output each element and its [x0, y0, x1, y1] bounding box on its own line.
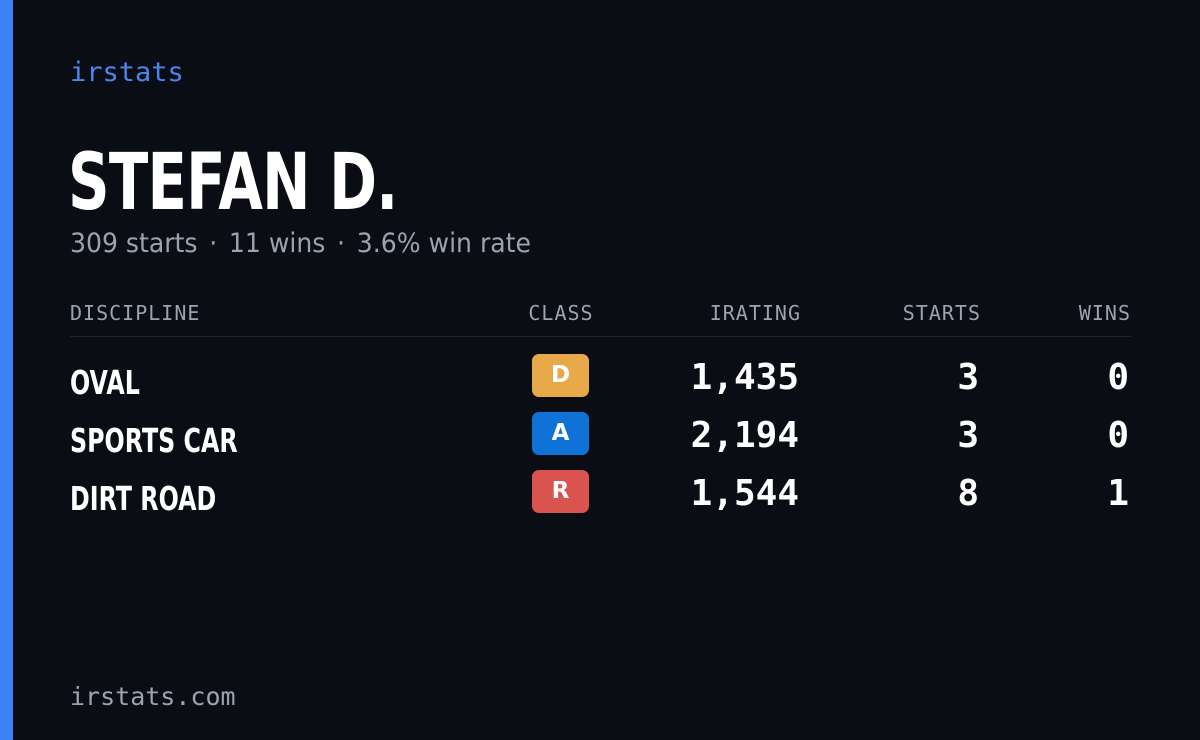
starts-summary: 309 starts [70, 228, 198, 259]
wins-value: 0 [1107, 415, 1129, 456]
discipline-name: DIRT ROAD [70, 479, 217, 518]
header-discipline: DISCIPLINE [70, 301, 201, 325]
irating-value: 1,544 [690, 473, 799, 514]
discipline-table: DISCIPLINE CLASS IRATING STARTS WINS OVA… [70, 296, 1131, 518]
separator: · [337, 228, 346, 259]
separator: · [209, 228, 218, 259]
table-row: DIRT ROAD R 1,544 8 1 [70, 470, 1131, 528]
footer-url: irstats.com [70, 682, 236, 711]
starts-value: 3 [957, 415, 979, 456]
irating-value: 1,435 [690, 357, 799, 398]
discipline-name: SPORTS CAR [70, 421, 238, 460]
starts-value: 3 [957, 357, 979, 398]
wins-summary: 11 wins [228, 228, 326, 259]
header-irating: IRATING [709, 301, 801, 325]
win-rate-summary: 3.6% win rate [356, 228, 531, 259]
class-badge: R [532, 470, 589, 513]
class-badge: A [532, 412, 589, 455]
table-row: OVAL D 1,435 3 0 [70, 354, 1131, 412]
brand-logo-text: irstats [70, 57, 184, 88]
irating-value: 2,194 [690, 415, 799, 456]
header-wins: WINS [1078, 301, 1131, 325]
driver-name: STEFAN D. [68, 138, 398, 228]
class-badge: D [532, 354, 589, 397]
header-starts: STARTS [902, 301, 981, 325]
table-header: DISCIPLINE CLASS IRATING STARTS WINS [70, 296, 1131, 337]
discipline-name: OVAL [70, 363, 140, 402]
table-row: SPORTS CAR A 2,194 3 0 [70, 412, 1131, 470]
accent-bar [0, 0, 13, 740]
driver-summary: 309 starts · 11 wins · 3.6% win rate [70, 226, 531, 262]
wins-value: 1 [1107, 473, 1129, 514]
header-class: CLASS [528, 301, 594, 325]
starts-value: 8 [957, 473, 979, 514]
wins-value: 0 [1107, 357, 1129, 398]
